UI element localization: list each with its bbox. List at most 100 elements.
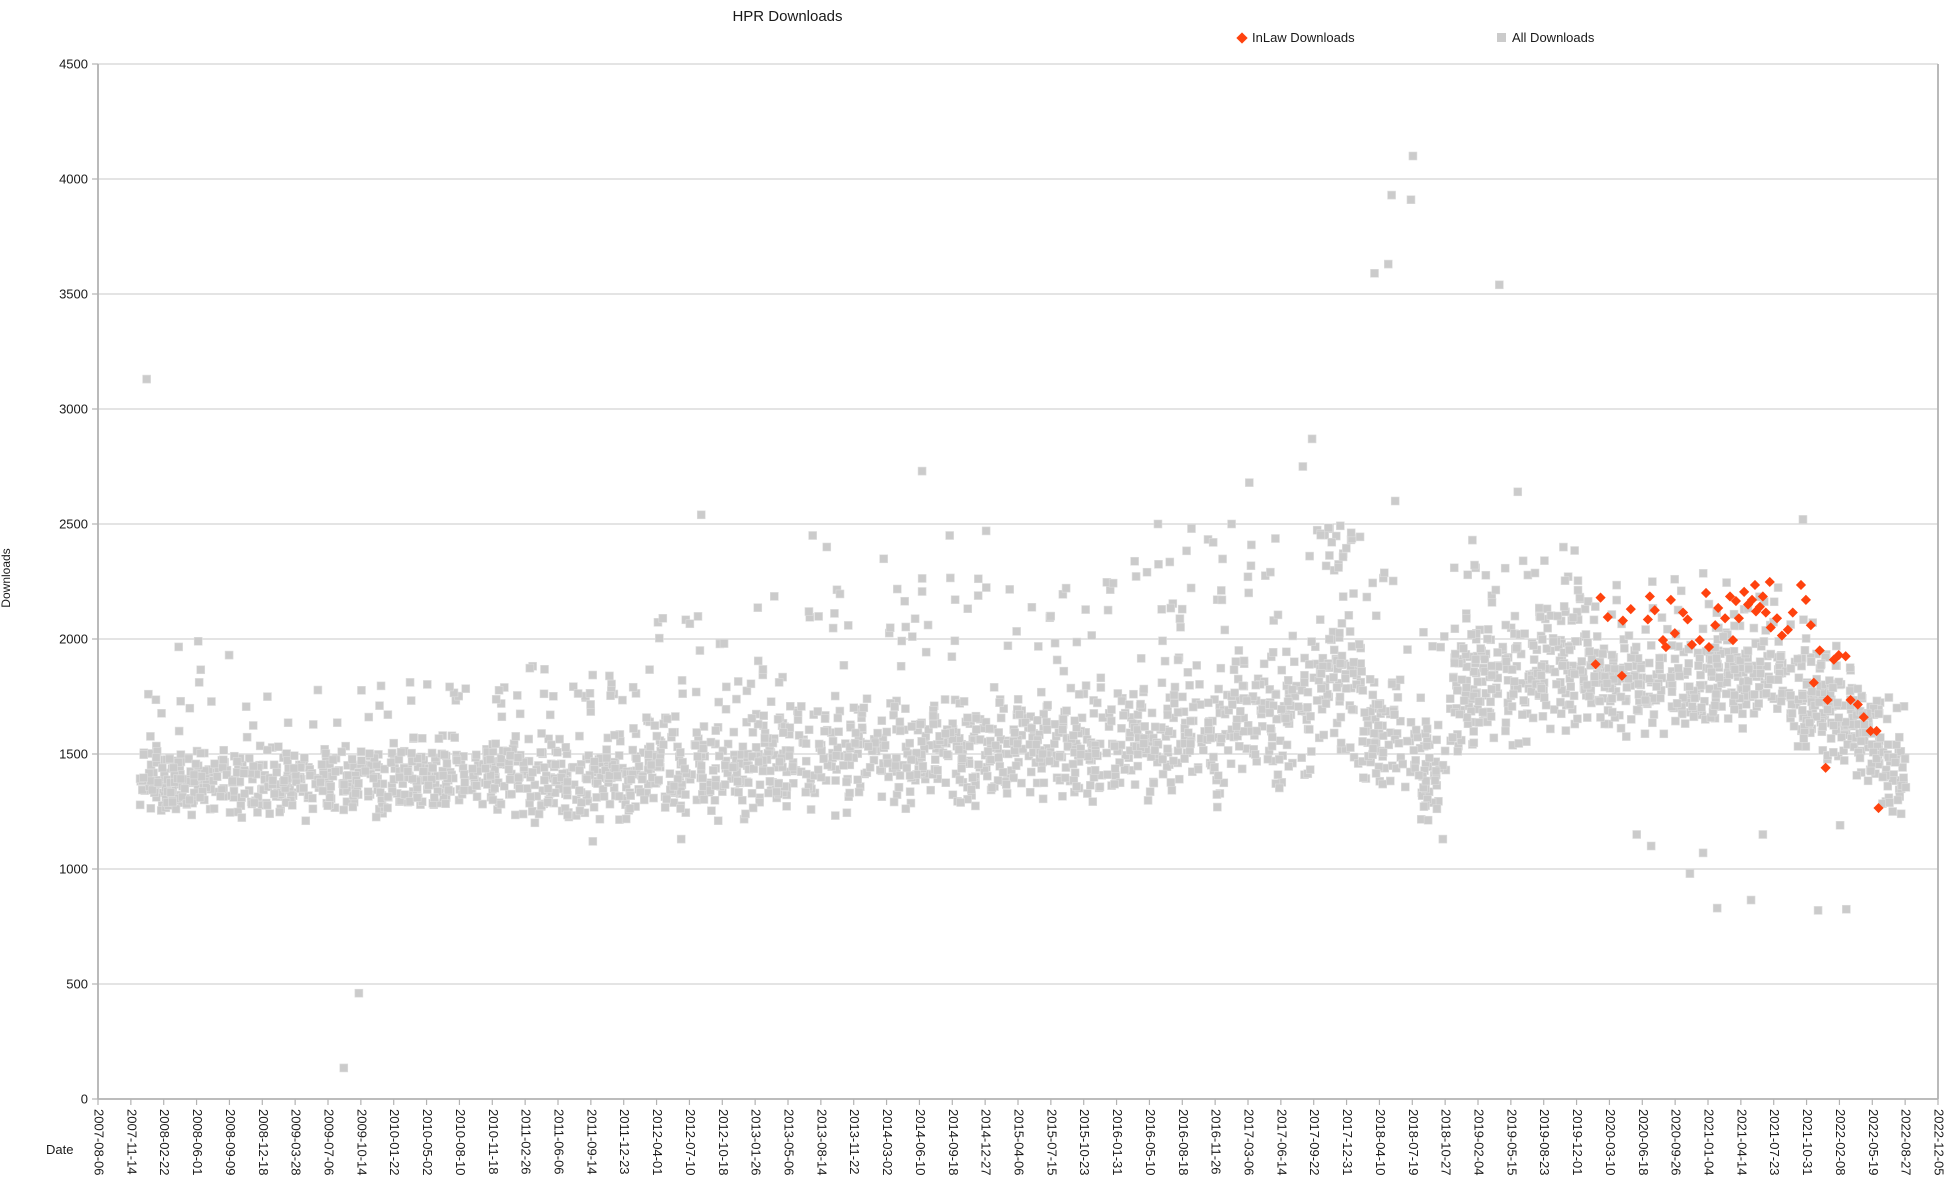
data-point-inlaw <box>1871 725 1882 737</box>
data-point-all <box>1738 709 1747 719</box>
data-point-all <box>270 789 279 799</box>
data-point-all <box>644 749 653 759</box>
data-point-inlaw <box>1642 614 1653 625</box>
data-point-all <box>948 790 958 800</box>
data-point-all <box>1154 560 1163 569</box>
data-point-all <box>438 771 448 780</box>
data-point-all <box>1786 691 1795 700</box>
data-point-all <box>1177 604 1187 614</box>
data-point-all <box>1325 634 1334 644</box>
data-point-all <box>176 750 186 759</box>
x-tick-label: 2008-12-18 <box>256 1109 271 1176</box>
data-point-all <box>884 772 893 782</box>
data-point-all <box>1173 708 1183 717</box>
data-point-all <box>940 695 950 704</box>
data-point-all <box>212 772 222 781</box>
data-point-all <box>1394 738 1404 748</box>
data-point-all <box>1409 746 1419 755</box>
y-tick-label: 3500 <box>59 287 88 302</box>
data-point-all <box>1165 557 1175 567</box>
data-point-all <box>1553 611 1563 621</box>
data-point-all <box>1204 698 1213 708</box>
data-point-all <box>1433 720 1443 730</box>
data-point-all <box>1055 752 1064 762</box>
data-point-all <box>1213 771 1223 781</box>
data-point-all <box>187 810 196 820</box>
data-point-all <box>1360 708 1369 717</box>
data-point-all <box>1298 462 1308 471</box>
data-point-all <box>174 726 184 736</box>
data-point-all <box>383 792 393 802</box>
data-point-all <box>895 717 905 727</box>
data-point-all <box>1422 724 1432 734</box>
data-point-all <box>851 728 861 738</box>
data-point-all <box>505 775 515 784</box>
data-point-all <box>820 714 830 723</box>
data-point-all <box>1483 634 1492 644</box>
data-point-all <box>1610 664 1620 674</box>
data-point-all <box>1176 622 1185 632</box>
data-point-all <box>1559 602 1569 611</box>
x-tick-label: 2013-01-26 <box>749 1109 764 1176</box>
data-point-all <box>1769 597 1779 607</box>
data-point-all <box>1103 605 1113 615</box>
data-point-all <box>363 787 373 797</box>
data-point-all <box>1573 585 1583 595</box>
data-point-all <box>407 774 417 784</box>
data-point-all <box>751 743 761 752</box>
x-tick-label: 2022-12-05 <box>1932 1109 1947 1176</box>
data-point-all <box>1793 654 1803 664</box>
data-point-all <box>1487 661 1496 671</box>
data-point-all <box>1393 693 1403 702</box>
data-point-all <box>444 785 453 795</box>
data-point-all <box>1607 694 1617 703</box>
data-point-all <box>272 767 281 777</box>
data-point-all <box>893 584 902 594</box>
data-point-all <box>1863 776 1873 786</box>
data-point-all <box>142 374 151 384</box>
data-point-all <box>1133 749 1143 759</box>
data-point-all <box>1860 720 1869 729</box>
data-point-all <box>1357 667 1366 676</box>
data-point-all <box>575 806 585 816</box>
data-point-all <box>343 771 353 780</box>
data-point-all <box>1130 780 1140 789</box>
data-point-all <box>1087 631 1097 640</box>
data-point-all <box>1759 637 1769 646</box>
data-point-all <box>1476 644 1485 653</box>
data-point-all <box>519 757 528 767</box>
data-point-all <box>139 750 148 759</box>
data-point-all <box>963 604 973 614</box>
data-point-all <box>405 797 415 806</box>
data-point-all <box>906 755 916 765</box>
data-point-all <box>728 763 738 772</box>
data-point-all <box>1423 815 1433 825</box>
data-point-all <box>1481 570 1491 580</box>
data-point-all <box>1799 615 1808 624</box>
data-point-all <box>165 754 174 764</box>
data-point-all <box>1281 713 1291 723</box>
data-point-all <box>994 728 1003 737</box>
data-point-all <box>1624 674 1633 683</box>
data-point-all <box>1807 687 1817 697</box>
data-point-all <box>507 789 516 799</box>
data-point-all <box>1448 673 1458 683</box>
data-point-all <box>328 755 338 765</box>
data-point-all <box>375 701 384 710</box>
data-point-all <box>734 787 743 797</box>
data-point-all <box>1038 749 1048 759</box>
data-point-all <box>1083 789 1092 798</box>
data-point-all <box>628 682 638 692</box>
data-point-all <box>801 739 811 748</box>
data-point-all <box>216 791 225 801</box>
data-point-all <box>831 811 840 820</box>
data-point-all <box>1678 693 1688 703</box>
data-point-all <box>1874 709 1883 719</box>
data-point-all <box>1884 693 1894 702</box>
data-point-all <box>173 758 183 767</box>
data-point-all <box>585 688 595 698</box>
data-point-all <box>1344 611 1354 620</box>
data-point-inlaw <box>1733 613 1744 624</box>
data-point-inlaw <box>1820 762 1831 773</box>
data-point-all <box>793 715 803 724</box>
